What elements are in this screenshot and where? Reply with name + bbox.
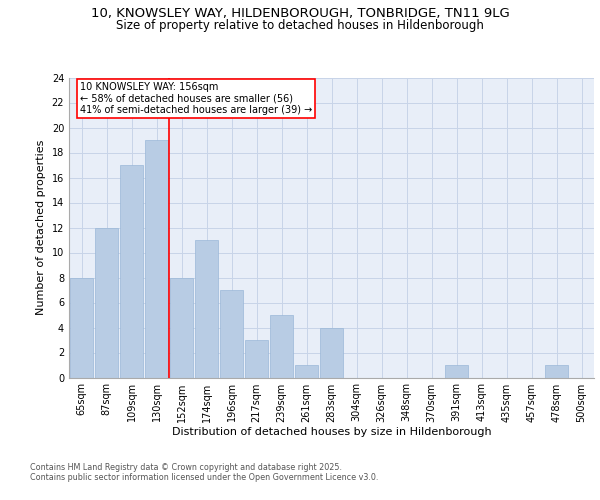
Text: 10, KNOWSLEY WAY, HILDENBOROUGH, TONBRIDGE, TN11 9LG: 10, KNOWSLEY WAY, HILDENBOROUGH, TONBRID… bbox=[91, 8, 509, 20]
Text: Contains HM Land Registry data © Crown copyright and database right 2025.: Contains HM Land Registry data © Crown c… bbox=[30, 462, 342, 471]
X-axis label: Distribution of detached houses by size in Hildenborough: Distribution of detached houses by size … bbox=[172, 428, 491, 438]
Bar bbox=[269, 315, 293, 378]
Bar bbox=[95, 228, 118, 378]
Bar bbox=[445, 365, 469, 378]
Bar bbox=[295, 365, 319, 378]
Text: Size of property relative to detached houses in Hildenborough: Size of property relative to detached ho… bbox=[116, 18, 484, 32]
Bar bbox=[545, 365, 568, 378]
Bar bbox=[70, 278, 94, 378]
Bar bbox=[194, 240, 218, 378]
Bar bbox=[119, 165, 143, 378]
Bar bbox=[220, 290, 244, 378]
Bar bbox=[170, 278, 193, 378]
Text: 10 KNOWSLEY WAY: 156sqm
← 58% of detached houses are smaller (56)
41% of semi-de: 10 KNOWSLEY WAY: 156sqm ← 58% of detache… bbox=[79, 82, 312, 115]
Bar bbox=[145, 140, 169, 378]
Y-axis label: Number of detached properties: Number of detached properties bbox=[36, 140, 46, 315]
Text: Contains public sector information licensed under the Open Government Licence v3: Contains public sector information licen… bbox=[30, 472, 379, 482]
Bar bbox=[245, 340, 268, 378]
Bar bbox=[320, 328, 343, 378]
